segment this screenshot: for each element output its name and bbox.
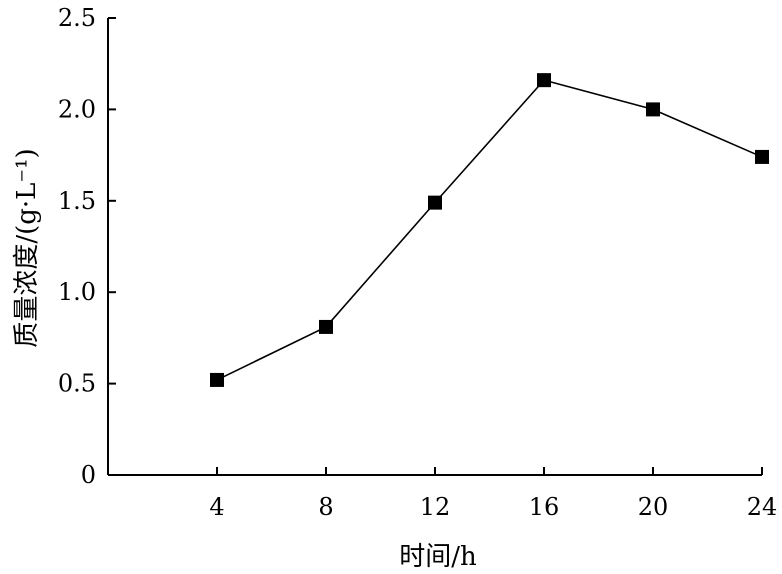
- y-tick-label: 2.0: [58, 95, 96, 123]
- data-point-8: [319, 319, 333, 334]
- data-point-16: [537, 73, 551, 88]
- x-tick-label: 24: [747, 493, 778, 521]
- data-point-20: [646, 102, 660, 117]
- y-axis-title: 质量浓度/(g·L⁻¹): [12, 148, 42, 347]
- x-tick-label: 4: [209, 493, 224, 521]
- x-tick-label: 20: [638, 493, 669, 521]
- y-tick-label: 0.5: [58, 370, 96, 398]
- series-line: [216, 79, 763, 381]
- y-tick-label: 2.5: [58, 4, 96, 32]
- y-tick-label: 0: [81, 461, 96, 489]
- y-axis-ticks: 0 0.5 1.0 1.5 2.0 2.5: [58, 4, 116, 489]
- x-tick-label: 8: [318, 493, 333, 521]
- x-axis-ticks: 4 8 12 16 20 24: [209, 467, 777, 521]
- data-point-24: [755, 149, 769, 164]
- y-tick-label: 1.5: [58, 187, 96, 215]
- y-tick-label: 1.0: [58, 278, 96, 306]
- x-tick-label: 16: [529, 493, 560, 521]
- series-layer: [210, 73, 769, 387]
- data-point-12: [428, 195, 442, 210]
- x-tick-label: 12: [420, 493, 451, 521]
- data-point-4: [210, 372, 224, 387]
- x-axis-title: 时间/h: [399, 542, 477, 572]
- chart-axes: [107, 18, 762, 476]
